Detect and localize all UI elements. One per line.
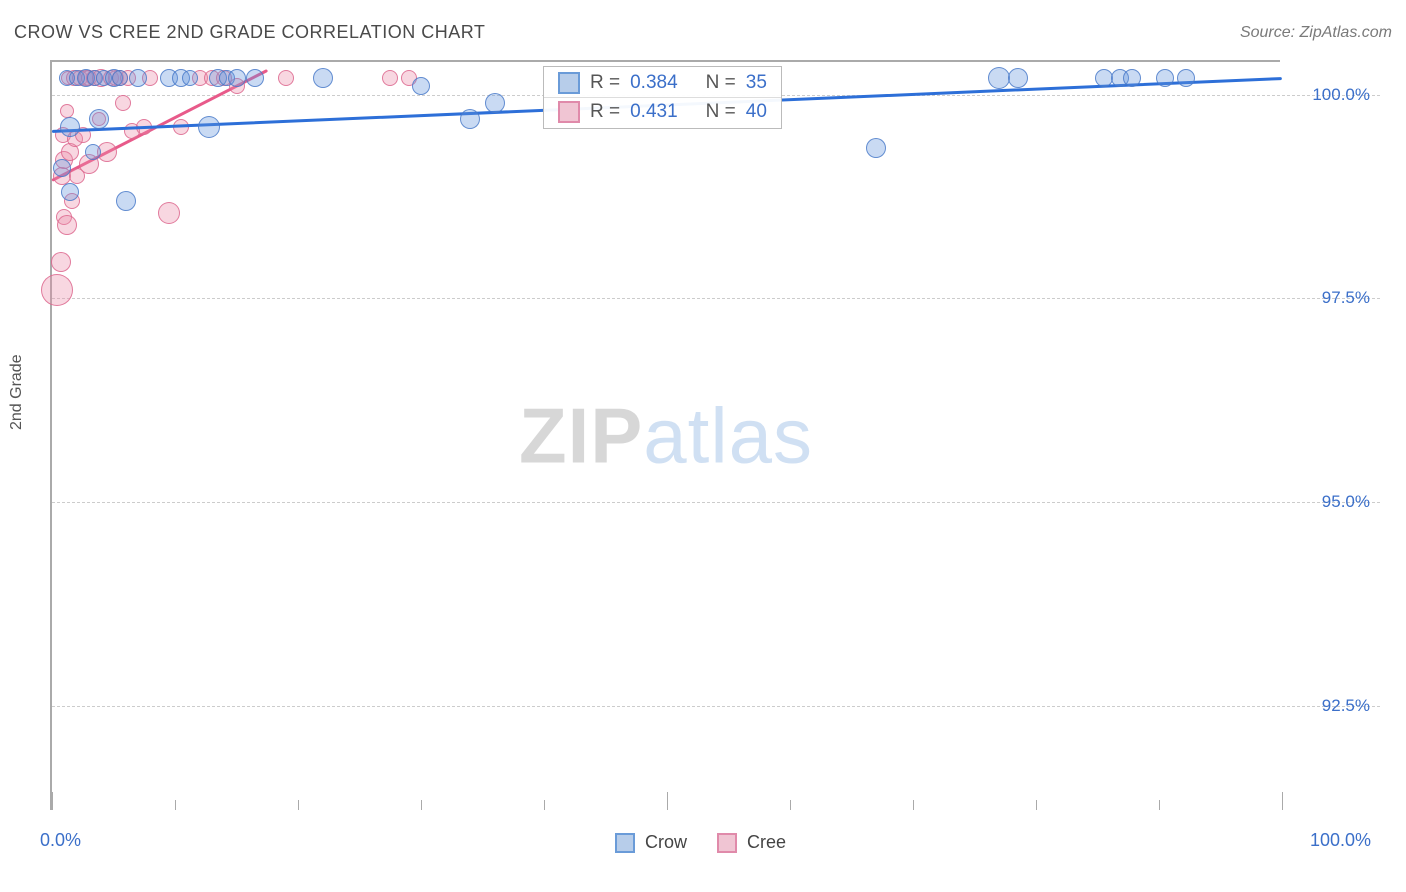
r-value: 0.431 bbox=[630, 101, 678, 123]
cree-point bbox=[41, 274, 73, 306]
legend-label: Cree bbox=[747, 832, 786, 853]
x-tick bbox=[667, 792, 668, 810]
crow-point bbox=[61, 183, 79, 201]
crow-point bbox=[1177, 69, 1195, 87]
x-tick bbox=[1282, 792, 1283, 810]
corr-row-crow: R = 0.384 N = 35 bbox=[544, 69, 781, 98]
crow-point bbox=[60, 117, 80, 137]
cree-point bbox=[51, 252, 71, 272]
x-axis-min-label: 0.0% bbox=[40, 830, 81, 851]
y-tick-label: 97.5% bbox=[1322, 288, 1370, 308]
cree-point bbox=[60, 104, 74, 118]
grid-line bbox=[52, 706, 1380, 707]
crow-point bbox=[116, 191, 136, 211]
y-tick-label: 92.5% bbox=[1322, 696, 1370, 716]
n-value: 35 bbox=[746, 72, 767, 94]
watermark: ZIPatlas bbox=[519, 391, 813, 482]
r-label: R = bbox=[590, 101, 620, 123]
crow-swatch-icon bbox=[558, 72, 580, 94]
crow-point bbox=[866, 138, 886, 158]
crow-point bbox=[129, 69, 147, 87]
watermark-part1: ZIP bbox=[519, 392, 643, 480]
crow-point bbox=[1156, 69, 1174, 87]
cree-swatch-icon bbox=[717, 833, 737, 853]
x-tick bbox=[1159, 800, 1160, 810]
watermark-part2: atlas bbox=[643, 392, 813, 480]
x-tick bbox=[1036, 800, 1037, 810]
cree-point bbox=[278, 70, 294, 86]
crow-point bbox=[198, 116, 220, 138]
cree-point bbox=[115, 95, 131, 111]
crow-point bbox=[246, 69, 264, 87]
n-label: N = bbox=[706, 101, 736, 123]
crow-swatch-icon bbox=[615, 833, 635, 853]
series-legend: Crow Cree bbox=[615, 832, 786, 853]
x-tick bbox=[544, 800, 545, 810]
y-tick-label: 100.0% bbox=[1312, 85, 1370, 105]
crow-point bbox=[1008, 68, 1028, 88]
x-tick bbox=[298, 800, 299, 810]
x-tick bbox=[790, 800, 791, 810]
x-tick bbox=[52, 792, 53, 810]
x-tick bbox=[421, 800, 422, 810]
crow-point bbox=[228, 69, 246, 87]
crow-point bbox=[89, 109, 109, 129]
x-axis-max-label: 100.0% bbox=[1310, 830, 1371, 851]
cree-swatch-icon bbox=[558, 101, 580, 123]
crow-point bbox=[460, 109, 480, 129]
crow-point bbox=[112, 70, 128, 86]
r-value: 0.384 bbox=[630, 72, 678, 94]
legend-item-crow: Crow bbox=[615, 832, 687, 853]
grid-line bbox=[52, 298, 1380, 299]
y-tick-label: 95.0% bbox=[1322, 492, 1370, 512]
cree-point bbox=[57, 215, 77, 235]
crow-point bbox=[412, 77, 430, 95]
legend-item-cree: Cree bbox=[717, 832, 786, 853]
chart-plot-area: ZIPatlas 92.5%95.0%97.5%100.0% bbox=[50, 60, 1280, 810]
y-axis-label: 2nd Grade bbox=[8, 354, 26, 430]
crow-point bbox=[1123, 69, 1141, 87]
crow-point bbox=[53, 159, 71, 177]
r-label: R = bbox=[590, 72, 620, 94]
cree-point bbox=[158, 202, 180, 224]
n-value: 40 bbox=[746, 101, 767, 123]
correlation-panel: R = 0.384 N = 35 R = 0.431 N = 40 bbox=[543, 66, 782, 129]
legend-label: Crow bbox=[645, 832, 687, 853]
crow-point bbox=[182, 70, 198, 86]
n-label: N = bbox=[706, 72, 736, 94]
chart-title: CROW VS CREE 2ND GRADE CORRELATION CHART bbox=[14, 22, 485, 43]
chart-source: Source: ZipAtlas.com bbox=[1240, 24, 1392, 42]
crow-point bbox=[485, 93, 505, 113]
x-tick bbox=[175, 800, 176, 810]
crow-point bbox=[85, 144, 101, 160]
cree-point bbox=[382, 70, 398, 86]
crow-point bbox=[313, 68, 333, 88]
chart-header: CROW VS CREE 2ND GRADE CORRELATION CHART… bbox=[14, 22, 1392, 43]
corr-row-cree: R = 0.431 N = 40 bbox=[544, 98, 781, 126]
x-tick bbox=[913, 800, 914, 810]
grid-line bbox=[52, 502, 1380, 503]
